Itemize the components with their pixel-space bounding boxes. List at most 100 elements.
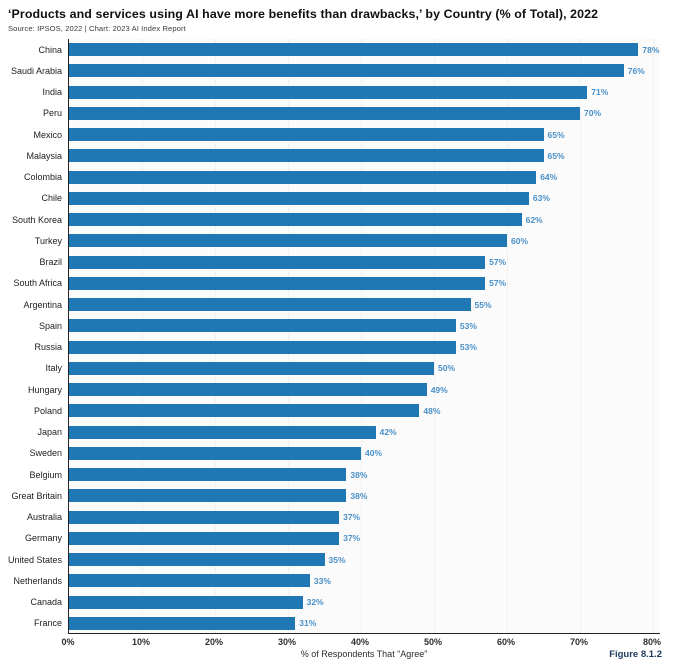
value-label: 65% bbox=[547, 129, 565, 140]
gridline bbox=[288, 39, 289, 633]
bar-row: Italy 50% bbox=[45, 358, 660, 379]
country-label: China bbox=[38, 44, 62, 55]
bar bbox=[69, 446, 361, 460]
value-label: 55% bbox=[474, 299, 492, 310]
bar-row: Netherlands 33% bbox=[13, 570, 660, 591]
value-label: 63% bbox=[532, 193, 550, 204]
bar-row: Sweden 40% bbox=[29, 443, 660, 464]
bar-row: Hungary 49% bbox=[28, 379, 660, 400]
value-label: 50% bbox=[438, 363, 456, 374]
bar-row: Belgium 38% bbox=[29, 464, 660, 485]
bar bbox=[69, 489, 347, 503]
x-axis-tick-label: 20% bbox=[204, 637, 224, 647]
value-label: 35% bbox=[328, 554, 346, 565]
x-axis-tick-label: 80% bbox=[642, 637, 662, 647]
country-label: Italy bbox=[45, 363, 62, 374]
bar bbox=[69, 468, 347, 482]
bar-row: Australia 37% bbox=[27, 507, 660, 528]
bar-row: Great Britain 38% bbox=[11, 485, 660, 506]
value-label: 38% bbox=[350, 490, 368, 501]
value-label: 42% bbox=[379, 427, 397, 438]
value-label: 65% bbox=[547, 150, 565, 161]
country-label: Brazil bbox=[39, 257, 62, 268]
chart-source: Source: IPSOS, 2022 | Chart: 2023 AI Ind… bbox=[8, 24, 186, 33]
country-label: United States bbox=[7, 554, 62, 565]
bar bbox=[69, 149, 544, 163]
gridline bbox=[434, 39, 435, 633]
x-axis-tick-label: 50% bbox=[423, 637, 443, 647]
bar-rows: China 78% Saudi Arabia 76% India 71% Peru 70% Me… bbox=[8, 39, 660, 633]
value-label: 40% bbox=[365, 448, 383, 459]
value-label: 70% bbox=[584, 108, 602, 119]
country-label: Germany bbox=[24, 533, 62, 544]
country-label: Netherlands bbox=[13, 575, 62, 586]
country-label: Saudi Arabia bbox=[10, 65, 62, 76]
value-label: 62% bbox=[525, 214, 543, 225]
bar bbox=[69, 85, 588, 99]
bar-row: Chile 63% bbox=[41, 188, 660, 209]
bar-row: India 71% bbox=[42, 82, 660, 103]
bar-row: Japan 42% bbox=[37, 422, 660, 443]
bar bbox=[69, 319, 456, 333]
bar bbox=[69, 510, 340, 524]
bar-row: Turkey 60% bbox=[35, 230, 660, 251]
bar-row: China 78% bbox=[38, 39, 660, 60]
bar bbox=[69, 106, 580, 120]
country-label: Spain bbox=[38, 320, 62, 331]
country-label: Australia bbox=[26, 512, 62, 523]
bar bbox=[69, 595, 303, 609]
value-label: 64% bbox=[540, 172, 558, 183]
value-label: 53% bbox=[459, 342, 477, 353]
x-axis-tick-label: 60% bbox=[496, 637, 516, 647]
bar-row: South Africa 57% bbox=[13, 273, 660, 294]
x-axis-ticks: 0% 10% 20% 30% 40% 50% 60% 70% 80% bbox=[61, 634, 662, 648]
country-label: Belgium bbox=[29, 469, 62, 480]
bar-row: Canada 32% bbox=[30, 592, 660, 613]
x-axis-tick-label: 0% bbox=[61, 637, 75, 647]
bar-row: South Korea 62% bbox=[12, 209, 660, 230]
value-label: 78% bbox=[642, 44, 660, 55]
country-label: France bbox=[33, 618, 62, 629]
bar-row: Colombia 64% bbox=[24, 167, 660, 188]
country-label: Russia bbox=[34, 342, 62, 353]
country-label: Great Britain bbox=[11, 490, 62, 501]
chart-title: ‘Products and services using AI have mor… bbox=[8, 7, 599, 21]
value-label: 49% bbox=[430, 384, 448, 395]
bar bbox=[69, 616, 296, 630]
country-label: Poland bbox=[33, 405, 62, 416]
gridline bbox=[361, 39, 362, 633]
bar-row: Peru 70% bbox=[43, 103, 660, 124]
value-label: 33% bbox=[313, 575, 331, 586]
x-axis-label: % of Respondents That “Agree” bbox=[300, 649, 428, 659]
country-label: Canada bbox=[30, 597, 62, 608]
value-label: 57% bbox=[489, 257, 507, 268]
country-label: Sweden bbox=[29, 448, 62, 459]
bar bbox=[69, 553, 325, 567]
value-label: 38% bbox=[350, 469, 368, 480]
country-label: Argentina bbox=[23, 299, 62, 310]
bar bbox=[69, 255, 486, 269]
country-label: India bbox=[42, 87, 62, 98]
bar-row: Malaysia 65% bbox=[26, 145, 660, 166]
gridline bbox=[507, 39, 508, 633]
bar-row: Spain 53% bbox=[39, 315, 660, 336]
gridline bbox=[215, 39, 216, 633]
x-axis-tick-label: 10% bbox=[131, 637, 151, 647]
bar bbox=[69, 43, 639, 57]
chart-header: ‘Products and services using AI have mor… bbox=[8, 7, 688, 33]
country-label: Mexico bbox=[33, 129, 62, 140]
value-label: 71% bbox=[591, 87, 609, 98]
value-label: 32% bbox=[306, 597, 324, 608]
bar-row: Russia 53% bbox=[34, 337, 660, 358]
bar bbox=[69, 64, 624, 78]
gridline bbox=[653, 39, 654, 633]
plot-area: China 78% Saudi Arabia 76% India 71% Peru 70% Me… bbox=[8, 39, 660, 634]
bar-row: Brazil 57% bbox=[39, 252, 660, 273]
bar-row: Germany 37% bbox=[25, 528, 660, 549]
x-axis-tick-label: 30% bbox=[277, 637, 297, 647]
bar bbox=[69, 128, 544, 142]
country-label: South Korea bbox=[11, 214, 62, 225]
country-label: Turkey bbox=[34, 235, 62, 246]
country-label: South Africa bbox=[13, 278, 62, 289]
